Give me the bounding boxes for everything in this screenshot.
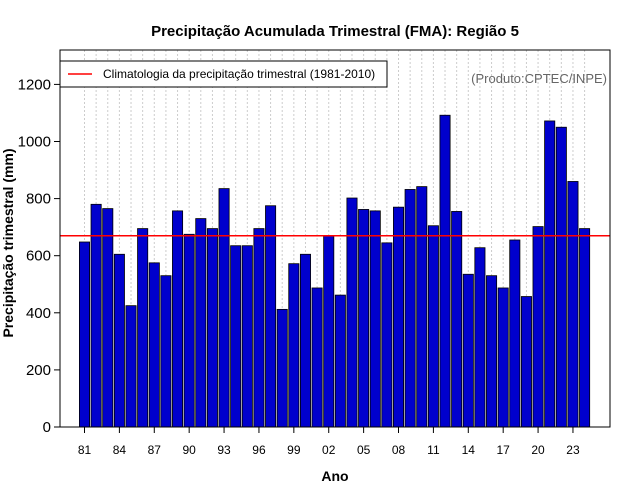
legend-box	[59, 60, 388, 88]
bars-group	[79, 114, 591, 428]
x-tick-label: 17	[497, 443, 511, 457]
credit-text: (Produto:CPTEC/INPE)	[471, 71, 607, 86]
bar-1981	[79, 241, 91, 428]
x-tick-label: 08	[392, 443, 406, 457]
bar-1985	[125, 305, 137, 428]
x-tick-label: 23	[566, 443, 580, 457]
bar-1995	[241, 245, 253, 428]
bar-1983	[102, 208, 114, 428]
x-tick-label: 87	[148, 443, 162, 457]
bar-2006	[369, 210, 381, 428]
bar-2002	[323, 235, 335, 428]
y-tick-label: 400	[26, 305, 51, 322]
bar-2024	[579, 228, 591, 428]
y-axis: 0 200 400 600 800 1000 1200	[18, 76, 60, 436]
y-tick-label: 200	[26, 362, 51, 379]
bar-1994	[230, 245, 242, 428]
x-tick-label: 93	[217, 443, 231, 457]
bar-2015	[474, 247, 486, 428]
x-tick-label: 11	[427, 443, 440, 457]
y-tick-label: 1000	[18, 134, 51, 151]
bar-1990	[183, 233, 195, 428]
bar-2014	[462, 273, 474, 428]
bar-2008	[393, 206, 405, 428]
y-tick-label: 0	[43, 419, 51, 436]
chart-title: Precipitação Acumulada Trimestral (FMA):…	[151, 23, 519, 40]
x-tick-label: 14	[462, 443, 476, 457]
bar-2013	[451, 211, 463, 428]
x-tick-label: 02	[322, 443, 336, 457]
bar-1989	[172, 210, 184, 428]
bar-2020	[532, 226, 544, 428]
bar-1982	[90, 203, 102, 428]
y-tick-label: 1200	[18, 76, 51, 93]
x-tick-label: 99	[287, 443, 301, 457]
x-tick-label: 81	[78, 443, 92, 457]
bar-2010	[416, 186, 428, 428]
x-tick-label: 96	[252, 443, 266, 457]
x-tick-label: 05	[357, 443, 371, 457]
bar-1986	[137, 228, 149, 428]
bar-1984	[113, 253, 125, 428]
bar-2017	[497, 287, 509, 428]
bar-2000	[299, 253, 311, 428]
x-tick-label: 20	[531, 443, 545, 457]
bar-2012	[439, 114, 451, 428]
x-axis: 81 84 87 90 93 96 99 02 05 08 11 14 17 20 23	[78, 427, 580, 457]
bar-2004	[346, 197, 358, 428]
legend-label: Climatologia da precipitação trimestral …	[103, 67, 375, 81]
y-tick-label: 800	[26, 191, 51, 208]
bar-2019	[520, 296, 532, 428]
bar-2018	[509, 239, 521, 428]
bar-2001	[311, 287, 323, 428]
bar-1992	[206, 228, 218, 428]
bar-1987	[148, 262, 160, 428]
x-axis-label: Ano	[321, 468, 348, 484]
x-tick-label: 84	[113, 443, 127, 457]
bar-2011	[427, 225, 439, 428]
bar-2021	[544, 120, 556, 428]
bar-1997	[265, 205, 277, 428]
bar-1996	[253, 228, 265, 428]
bar-2007	[381, 242, 393, 428]
bar-1988	[160, 275, 172, 428]
bar-2023	[567, 181, 579, 428]
y-tick-label: 600	[26, 248, 51, 265]
plot-frame	[59, 49, 611, 428]
bar-1993	[218, 188, 230, 428]
bar-2016	[486, 275, 498, 428]
legend: Climatologia da precipitação trimestral …	[59, 60, 388, 88]
bar-1998	[276, 308, 288, 428]
bar-2005	[358, 209, 370, 428]
bar-2003	[334, 294, 346, 428]
bar-1999	[288, 263, 300, 428]
x-tick-label: 90	[182, 443, 196, 457]
bar-2009	[404, 189, 416, 428]
y-axis-label: Precipitação trimestral (mm)	[0, 148, 16, 337]
bar-1991	[195, 218, 207, 428]
bar-2022	[555, 126, 567, 428]
